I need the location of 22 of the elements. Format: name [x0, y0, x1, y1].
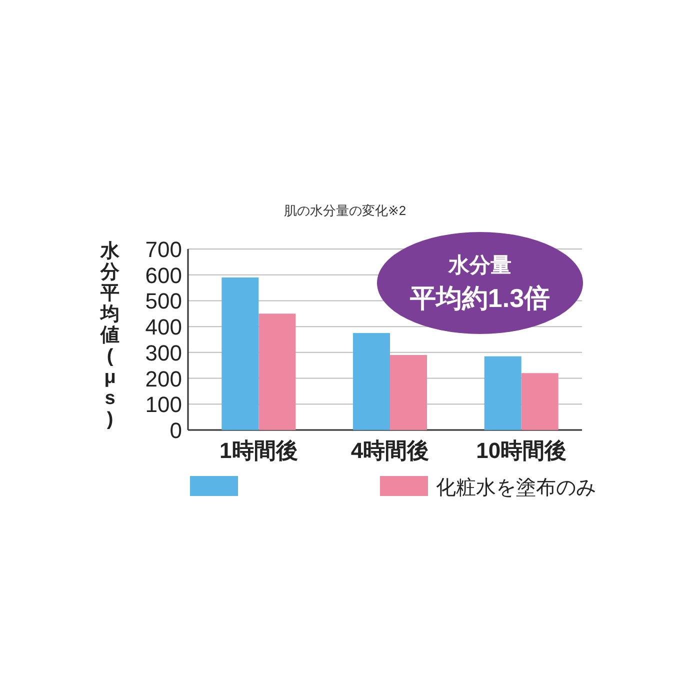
bar	[222, 277, 259, 430]
x-tick-label: 10時間後	[476, 438, 567, 463]
text: 水分平均値(μs)	[100, 241, 120, 430]
y-tick-label: 200	[145, 366, 182, 392]
y-tick-label: 600	[145, 262, 182, 288]
y-tick-label: 500	[145, 288, 182, 314]
x-tick-label: 1時間後	[220, 438, 298, 463]
bar	[390, 355, 427, 430]
annotation: 平均約1.3倍	[408, 283, 550, 313]
y-tick-label: 100	[145, 392, 182, 418]
bar	[353, 333, 390, 430]
y-tick-label: 400	[145, 314, 182, 340]
bar	[258, 314, 296, 430]
bar	[521, 373, 558, 430]
y-tick-label: 700	[145, 237, 182, 262]
legend-label: 化粧水を塗布のみ	[436, 477, 596, 499]
y-tick-label: 300	[145, 340, 182, 366]
y-tick-label: 0	[170, 418, 182, 443]
chart-title: 肌の水分量の変化※2	[284, 203, 406, 218]
annotation: 水分量	[448, 254, 512, 277]
bar	[484, 356, 522, 430]
x-tick-label: 4時間後	[350, 438, 430, 463]
